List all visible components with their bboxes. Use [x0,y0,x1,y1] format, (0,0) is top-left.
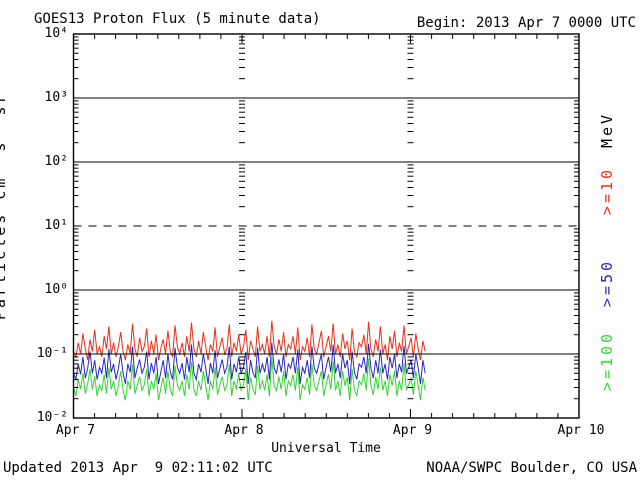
y-tick-label: 10³ [44,90,68,105]
y-tick-label: 10⁰ [44,282,68,297]
x-tick-label: Apr 10 [557,423,605,438]
y-tick-label: 10⁻² [36,410,68,425]
y-axis-title: Particles cm⁻²s⁻¹sr⁻¹ [0,67,9,320]
y-tick-label: 10² [44,154,68,169]
plot-frame [72,33,580,419]
data-source-label: NOAA/SWPC Boulder, CO USA [426,460,637,476]
x-tick-label: Apr 8 [224,423,264,438]
legend-unit-label: MeV [598,111,616,149]
updated-timestamp: Updated 2013 Apr 9 02:11:02 UTC [3,460,273,476]
begin-timestamp: Begin: 2013 Apr 7 0000 UTC [416,15,636,31]
y-tick-label: 10⁴ [44,26,68,41]
x-tick-label: Apr 7 [55,423,96,438]
legend-ge100-label: >=100 [598,330,616,392]
x-tick-label: Apr 9 [392,423,433,438]
series--100-mev [73,357,426,401]
legend-ge50-label: >=50 [598,258,616,308]
x-axis-title: Universal Time [271,441,381,456]
series--10-mev [73,320,426,361]
legend-ge10-label: >=10 [598,166,616,216]
y-tick-label: 10⁻¹ [36,346,68,361]
series--50-mev [73,342,426,385]
page-title: GOES13 Proton Flux (5 minute data) [34,11,321,27]
y-tick-label: 10¹ [44,218,68,233]
